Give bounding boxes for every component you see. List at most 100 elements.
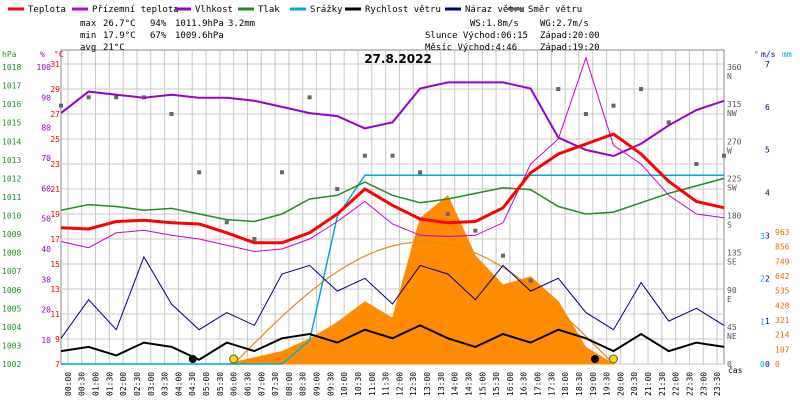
x-tick-label: 09:30 xyxy=(326,372,335,396)
wind-direction-point xyxy=(362,153,367,158)
stat-value: 21°C xyxy=(103,43,125,53)
legend-label: Náraz větru xyxy=(465,5,525,15)
wind-direction-point xyxy=(666,120,671,125)
x-tick-label: 17:00 xyxy=(534,372,543,396)
wind-direction-point xyxy=(86,95,91,100)
legend: Teplota Přízemní teplota Vlhkost Tlak Srážky… xyxy=(8,5,582,15)
axis-layer: hPa% °C1018101710161015101410131012101110… xyxy=(2,50,792,396)
stats-block: max 26.7°C 94% 1011.9hPa 3.2mm min 17.9°C 67% 10… xyxy=(80,19,600,53)
celsius-tick-label: 11 xyxy=(50,310,60,319)
wind-direction-point xyxy=(528,278,533,283)
axis-label-mm: mm xyxy=(782,50,792,59)
stat-value: 94% xyxy=(150,19,167,29)
axis-label-ms: m/s xyxy=(761,50,776,59)
direction-tick-degrees: 90 xyxy=(727,286,737,295)
celsius-tick-label: 9 xyxy=(55,335,60,344)
x-tick-label: 21:00 xyxy=(644,372,653,396)
x-tick-label: 00:30 xyxy=(78,372,87,396)
moonrise-marker xyxy=(188,355,197,363)
wind-direction-point xyxy=(639,87,644,91)
sunrise-marker xyxy=(229,354,239,364)
mm-tick-label: 0 xyxy=(760,360,765,369)
wind-direction-point xyxy=(556,87,561,91)
x-tick-label: 18:00 xyxy=(561,372,570,396)
x-tick-label: 11:00 xyxy=(368,372,377,396)
celsius-tick-label: 13 xyxy=(50,285,60,294)
pressure-line xyxy=(60,177,725,223)
percent-tick-label: 50 xyxy=(41,215,51,224)
temperature-line xyxy=(60,132,725,245)
hpa-tick-label: 1004 xyxy=(2,323,21,332)
legend-label: Srážky xyxy=(310,5,343,15)
mm-tick-label: 2 xyxy=(760,275,765,284)
direction-tick-degrees: 360 xyxy=(727,63,742,72)
celsius-tick-label: 7 xyxy=(55,360,60,369)
hpa-tick-label: 1012 xyxy=(2,174,21,183)
radiation-tick-label: 321 xyxy=(775,316,790,325)
direction-tick-degrees: 180 xyxy=(727,212,742,221)
direction-tick-name: W xyxy=(727,146,732,155)
hpa-tick-label: 1005 xyxy=(2,304,21,313)
direction-tick-name: S xyxy=(727,221,732,230)
direction-tick-degrees: 315 xyxy=(727,100,742,109)
hpa-tick-label: 1018 xyxy=(2,63,21,72)
percent-tick-label: 20 xyxy=(41,306,51,315)
celsius-tick-label: 31 xyxy=(50,60,60,69)
celsius-tick-label: 29 xyxy=(50,85,60,94)
ms-tick-label: 7 xyxy=(765,60,770,69)
radiation-tick-label: 107 xyxy=(775,345,790,354)
x-tick-label: 06:30 xyxy=(243,372,252,396)
hpa-tick-label: 1015 xyxy=(2,119,21,128)
hpa-tick-label: 1016 xyxy=(2,100,21,109)
x-tick-label: 23:00 xyxy=(699,372,708,396)
x-tick-label: 08:00 xyxy=(285,372,294,396)
percent-tick-label: 40 xyxy=(41,245,51,254)
legend-label: Tlak xyxy=(258,5,280,15)
wind-direction-point xyxy=(197,170,202,175)
sunset-info: Západ:20:00 xyxy=(540,31,600,41)
x-tick-label: 22:30 xyxy=(685,372,694,396)
wind-direction-point xyxy=(59,103,63,108)
stat-value: 1011.9hPa xyxy=(175,19,224,29)
wind-direction-point xyxy=(390,153,395,158)
celsius-tick-label: 19 xyxy=(50,210,60,219)
ms-tick-label: 0 xyxy=(765,360,770,369)
ms-tick-label: 3 xyxy=(765,231,770,240)
radiation-tick-label: 856 xyxy=(775,243,790,252)
stat-value: 26.7°C xyxy=(103,19,136,29)
wind-direction-point xyxy=(114,95,119,100)
axis-label-celsius: °C xyxy=(54,50,64,59)
wind-direction-point xyxy=(583,112,588,116)
x-tick-label: 07:30 xyxy=(271,372,280,396)
sunrise-info: Slunce Východ:06:15 xyxy=(425,31,528,41)
stat-value: 3.2mm xyxy=(228,19,255,29)
percent-tick-label: 30 xyxy=(41,275,51,284)
ms-tick-label: 4 xyxy=(765,189,770,198)
wind-direction-point xyxy=(418,170,423,175)
moonset-info: Západ:19:20 xyxy=(540,43,600,53)
percent-tick-label: 100 xyxy=(37,63,52,72)
x-tick-label: 06:00 xyxy=(230,372,239,396)
direction-tick-name: N xyxy=(727,72,732,81)
x-tick-label: 23:30 xyxy=(713,372,722,396)
x-tick-label: 14:00 xyxy=(451,372,460,396)
hpa-tick-label: 1011 xyxy=(2,193,21,202)
stat-value: avg xyxy=(80,43,96,53)
x-tick-label: 14:30 xyxy=(464,372,473,396)
celsius-tick-label: 15 xyxy=(50,260,60,269)
ms-tick-label: 6 xyxy=(765,103,770,112)
wind-gust-line xyxy=(60,255,725,339)
stat-value: min xyxy=(80,31,96,41)
sun-arc-line xyxy=(233,241,614,365)
legend-label: Vlhkost xyxy=(195,5,233,15)
radiation-tick-label: 428 xyxy=(775,301,790,310)
percent-tick-label: 60 xyxy=(41,184,51,193)
percent-tick-label: 10 xyxy=(41,336,51,345)
x-tick-label: 15:30 xyxy=(492,372,501,396)
moonrise-info: Měsíc Východ:4:46 xyxy=(425,43,517,53)
wind-direction-point xyxy=(694,162,699,166)
x-tick-label: 04:00 xyxy=(174,372,183,396)
axis-label-hpa: hPa xyxy=(2,50,17,59)
legend-label: Směr větru xyxy=(528,5,582,15)
